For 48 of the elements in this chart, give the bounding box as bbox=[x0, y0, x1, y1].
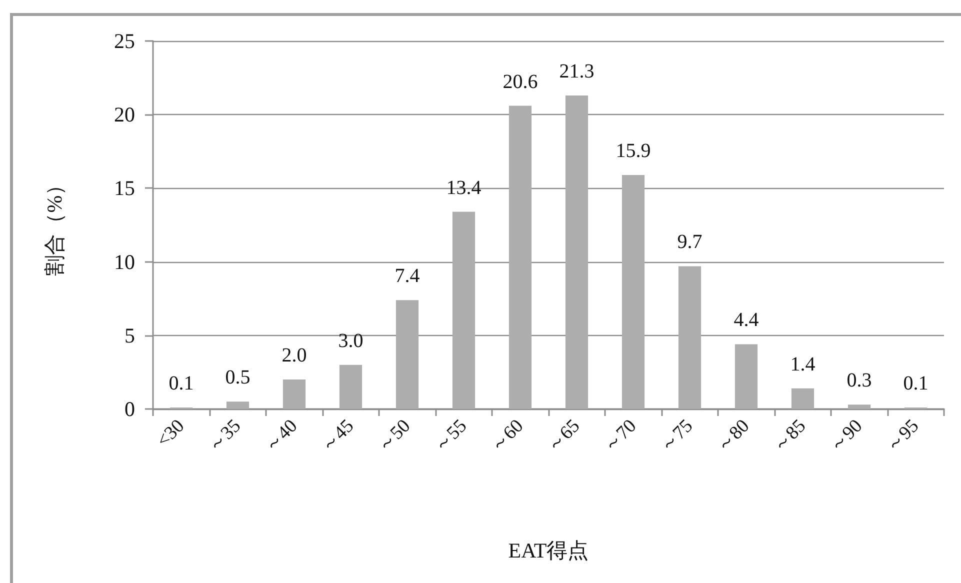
data-label: 0.5 bbox=[225, 366, 250, 389]
x-tick-label: ～55 bbox=[429, 416, 472, 458]
bar bbox=[678, 266, 702, 409]
bar bbox=[452, 212, 476, 409]
data-label: 0.1 bbox=[168, 372, 194, 395]
x-tick-label: ～85 bbox=[768, 416, 810, 458]
x-tick-label: <30 bbox=[152, 416, 189, 452]
x-tick-label: ～90 bbox=[824, 416, 867, 458]
y-tick-label: 5 bbox=[124, 323, 135, 348]
data-label: 0.1 bbox=[903, 372, 928, 395]
y-axis-title: 割合（%） bbox=[42, 174, 66, 276]
bar bbox=[508, 106, 532, 409]
bar bbox=[791, 388, 814, 409]
bar bbox=[396, 300, 419, 409]
bar bbox=[282, 380, 306, 409]
bar bbox=[226, 402, 250, 409]
data-label: 20.6 bbox=[502, 70, 538, 93]
bar bbox=[565, 95, 588, 409]
data-label: 3.0 bbox=[338, 330, 364, 352]
data-label: 2.0 bbox=[282, 344, 307, 367]
data-label: 7.4 bbox=[394, 265, 420, 288]
y-tick-label: 0 bbox=[124, 397, 135, 421]
y-tick-label: 10 bbox=[114, 250, 135, 274]
x-tick-label: ～70 bbox=[598, 416, 641, 458]
x-tick-label: ～80 bbox=[712, 416, 754, 458]
data-label: 9.7 bbox=[677, 231, 702, 254]
bar bbox=[622, 174, 645, 409]
y-tick-label: 25 bbox=[114, 29, 135, 53]
data-label: 13.4 bbox=[446, 176, 482, 199]
x-tick-label: ～95 bbox=[881, 416, 924, 458]
x-tick-label: ～35 bbox=[203, 416, 246, 458]
bar bbox=[339, 364, 362, 409]
data-label: 0.3 bbox=[846, 370, 872, 392]
x-tick-label: ～40 bbox=[260, 416, 302, 458]
x-tick-label: ～75 bbox=[655, 416, 698, 458]
data-label: 21.3 bbox=[559, 60, 594, 82]
x-tick-label: ～50 bbox=[372, 416, 415, 458]
y-tick-label: 20 bbox=[114, 102, 135, 127]
x-tick-label: ～45 bbox=[316, 416, 358, 458]
data-label: 4.4 bbox=[734, 309, 759, 332]
data-label: 1.4 bbox=[790, 353, 816, 376]
y-tick-label: 15 bbox=[114, 176, 135, 200]
x-tick-label: ～60 bbox=[486, 416, 528, 458]
bar bbox=[848, 404, 871, 409]
x-axis-title: EAT得点 bbox=[508, 538, 589, 562]
x-tick-label: ～65 bbox=[542, 416, 584, 458]
bar bbox=[734, 344, 758, 409]
data-label: 15.9 bbox=[616, 140, 651, 162]
